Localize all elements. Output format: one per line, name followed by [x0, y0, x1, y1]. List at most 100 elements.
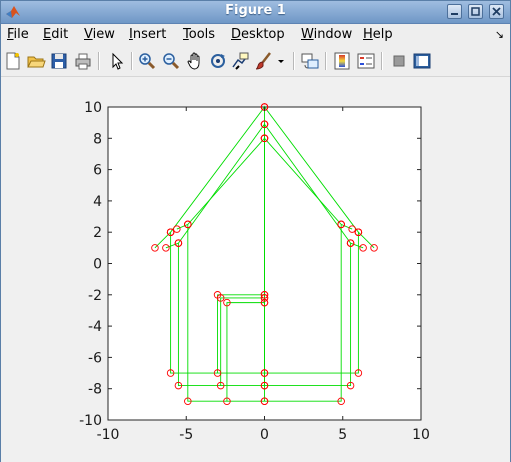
zoom-out-icon: [163, 53, 180, 70]
menu-edit[interactable]: Edit: [43, 27, 69, 42]
rotate-3d-icon: [211, 54, 225, 68]
maximize-button[interactable]: [468, 4, 483, 19]
series-line-3[interactable]: [176, 137, 353, 402]
title-bar[interactable]: Figure 1: [1, 1, 510, 24]
data-point[interactable]: [216, 294, 225, 302]
edit-plot-arrow-icon: [112, 52, 124, 70]
data-point[interactable]: [151, 244, 159, 252]
link-plot-button[interactable]: [300, 51, 320, 71]
show-plot-tools-icon: [413, 53, 431, 69]
data-point[interactable]: [260, 134, 269, 143]
print-button[interactable]: [73, 51, 93, 71]
print-icon: [75, 53, 91, 70]
zoom-out-button[interactable]: [161, 51, 181, 71]
show-plot-tools-button[interactable]: [412, 51, 432, 71]
data-point[interactable]: [174, 381, 183, 390]
zoom-in-button[interactable]: [137, 51, 157, 71]
y-tick-label: 10: [84, 100, 102, 116]
brush-dropdown-button[interactable]: [275, 51, 287, 71]
x-tick-label: -5: [179, 427, 193, 443]
hide-plot-tools-button[interactable]: [389, 51, 409, 71]
data-point[interactable]: [223, 298, 231, 307]
y-tick-label: 0: [93, 257, 102, 273]
y-tick-label: -10: [79, 413, 102, 429]
x-tick-label: 5: [338, 427, 347, 443]
data-point[interactable]: [337, 220, 345, 229]
menu-desktop[interactable]: Desktop: [231, 27, 285, 42]
colorbar-icon: [334, 52, 350, 70]
y-tick-label: 4: [93, 194, 102, 210]
figure-toolbar: [1, 46, 510, 77]
pan-button[interactable]: [185, 51, 205, 71]
data-point[interactable]: [354, 369, 363, 377]
data-point[interactable]: [260, 381, 269, 390]
data-point[interactable]: [260, 120, 269, 128]
data-point[interactable]: [359, 244, 367, 252]
data-point[interactable]: [346, 381, 355, 390]
data-point[interactable]: [184, 220, 192, 229]
data-point[interactable]: [223, 397, 231, 405]
data-point[interactable]: [337, 397, 345, 405]
data-point[interactable]: [166, 228, 175, 236]
new-figure-icon: [6, 52, 20, 70]
save-button[interactable]: [49, 51, 69, 71]
data-cursor-icon: [232, 52, 249, 70]
data-point[interactable]: [174, 239, 183, 247]
window-title: Figure 1: [225, 3, 286, 18]
matlab-logo-icon[interactable]: [5, 4, 21, 20]
dock-arrow-icon[interactable]: ↘: [494, 28, 504, 41]
link-plot-icon: [301, 53, 319, 69]
brush-button[interactable]: [254, 51, 274, 71]
data-point[interactable]: [173, 225, 181, 233]
data-point[interactable]: [166, 369, 175, 377]
data-point[interactable]: [260, 369, 269, 377]
hide-plot-tools-icon: [393, 55, 405, 67]
data-point[interactable]: [162, 244, 170, 252]
new-figure-button[interactable]: [3, 51, 23, 71]
data-point[interactable]: [346, 239, 355, 247]
minimize-button[interactable]: [447, 4, 462, 19]
data-point[interactable]: [354, 228, 363, 236]
menu-view[interactable]: View: [84, 27, 115, 42]
figure-canvas: -10 -5 0 5 10 -10 -8 -6 -4 -2 0 2 4 6 8 10: [1, 77, 510, 462]
y-tick-label: 2: [93, 225, 102, 241]
data-cursor-button[interactable]: [231, 51, 251, 71]
menu-tools[interactable]: Tools: [183, 27, 216, 42]
data-point[interactable]: [184, 397, 192, 405]
brush-icon: [255, 52, 271, 70]
data-point[interactable]: [260, 397, 269, 405]
x-tick-label: -10: [97, 427, 120, 443]
data-point[interactable]: [348, 225, 356, 233]
close-icon: [492, 7, 501, 16]
data-point[interactable]: [260, 291, 269, 299]
y-tick-label: -2: [88, 288, 102, 304]
data-point[interactable]: [213, 369, 222, 377]
menu-file[interactable]: File: [7, 27, 29, 42]
menu-help[interactable]: Help: [363, 27, 393, 42]
edit-plot-button[interactable]: [106, 51, 126, 71]
data-point[interactable]: [216, 381, 225, 390]
data-point[interactable]: [260, 294, 269, 302]
open-file-button[interactable]: [26, 51, 46, 71]
menu-window[interactable]: Window: [301, 27, 353, 42]
legend-icon: [357, 53, 375, 69]
plot-svg: -10 -5 0 5 10 -10 -8 -6 -4 -2 0 2 4 6 8 10: [79, 100, 430, 443]
data-point[interactable]: [370, 244, 378, 252]
menu-insert[interactable]: Insert: [129, 27, 167, 42]
toolbar-separator: [293, 52, 295, 70]
x-tick-label: 0: [260, 427, 269, 443]
toolbar-separator: [98, 52, 100, 70]
open-file-icon: [27, 56, 46, 68]
data-point[interactable]: [260, 298, 269, 307]
x-tick-label: 10: [412, 427, 430, 443]
maximize-icon: [471, 7, 480, 16]
toolbar-separator: [131, 52, 133, 70]
colorbar-button[interactable]: [332, 51, 352, 71]
legend-button[interactable]: [356, 51, 376, 71]
minimize-icon: [451, 13, 458, 15]
close-button[interactable]: [489, 4, 504, 19]
zoom-in-icon: [139, 53, 156, 70]
menu-bar: File Edit View Insert Tools Desktop Wind…: [1, 24, 510, 45]
y-tick-label: 8: [93, 131, 102, 147]
rotate-3d-button[interactable]: [208, 51, 228, 71]
